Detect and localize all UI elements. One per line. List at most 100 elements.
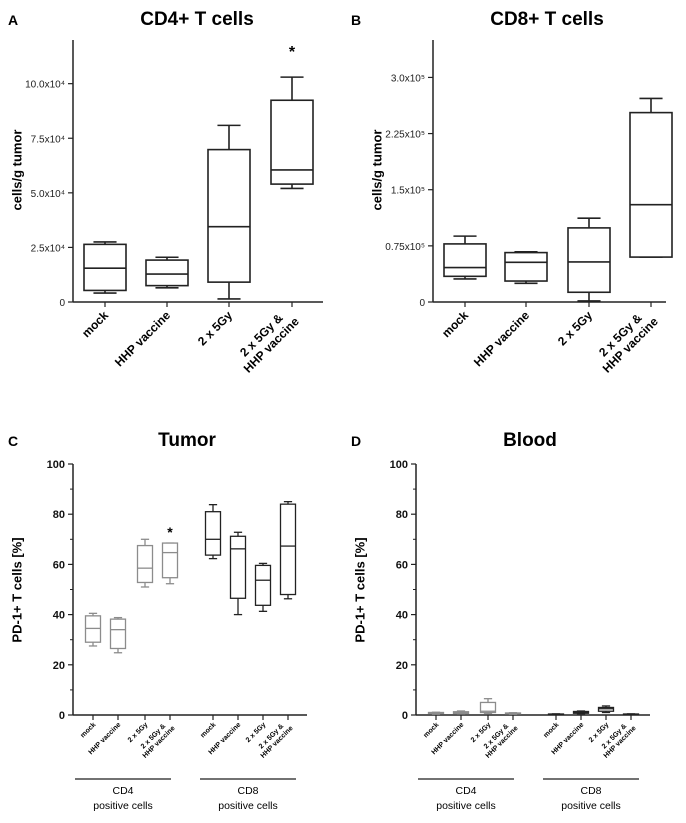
box-3: 2 x 5Gy [195, 124, 251, 348]
box-iqr [109, 618, 127, 650]
x-tick-label: mock [200, 721, 218, 739]
x-tick-label-line: 2 x 5Gy [555, 308, 595, 348]
box-1: mock [80, 612, 102, 739]
x-tick-label: mock [80, 721, 98, 739]
group-label-sub: positive cells [561, 800, 621, 812]
y-tick-label: 10.0x10⁴ [25, 80, 65, 91]
x-tick-label: mock [543, 721, 561, 739]
box-1: mock [423, 711, 445, 739]
x-tick-label-line: mock [79, 308, 111, 340]
chart-title: Tumor [158, 430, 216, 451]
y-tick-label: 60 [53, 559, 65, 571]
y-tick-label: 40 [396, 610, 408, 622]
x-tick-label-line: HHP vaccine [112, 308, 173, 369]
panel-label: C [8, 433, 18, 449]
y-tick-label: 40 [53, 610, 65, 622]
panel-label: B [351, 12, 361, 28]
box-1: mock [79, 241, 127, 340]
group-label: CD8 [237, 785, 258, 797]
box-7: 2 x 5Gy [245, 562, 272, 744]
box-8: 2 x 5Gy &HHP vaccine [601, 713, 640, 760]
x-tick-label: HHP vaccine [112, 308, 173, 369]
group-label-sub: positive cells [218, 800, 278, 812]
box-iqr [279, 503, 297, 596]
group-label: CD8 [580, 785, 601, 797]
y-tick-label: 3.0x10⁵ [391, 73, 425, 84]
y-tick-label: 0 [419, 298, 425, 309]
y-tick-label: 0 [59, 710, 65, 722]
x-tick-label: 2 x 5Gy &HHP vaccine [590, 304, 661, 375]
box-iqr [207, 148, 251, 283]
significance-star: * [289, 44, 296, 61]
y-tick-label: 7.5x10⁴ [31, 134, 65, 145]
panel-A: A CD4+ T cells cells/g tumor 0 2.5x10⁴ 5.0x10… [8, 9, 323, 376]
box-3: 2 x 5Gy [127, 538, 154, 744]
y-axis-label: PD-1+ T cells [%] [352, 537, 367, 642]
chart-title: CD8+ T cells [490, 9, 604, 30]
y-tick-label: 0 [59, 298, 65, 309]
group-label: CD4 [455, 785, 476, 797]
y-tick-label: 0.75x10⁵ [385, 242, 425, 253]
y-tick-label: 20 [53, 660, 65, 672]
x-tick-label-line: mock [200, 721, 218, 739]
box-iqr [136, 544, 154, 584]
x-tick-label: mock [439, 308, 471, 340]
box-5: mock [543, 713, 565, 739]
y-tick-label: 0 [402, 710, 408, 722]
box-iqr [504, 251, 548, 282]
x-tick-label-line: mock [80, 721, 98, 739]
group-label: CD4 [112, 785, 133, 797]
panel-B: B CD8+ T cells cells/g tumor 0 0.75x10⁵ 1.5x1… [351, 9, 673, 376]
box-5: mock [200, 504, 222, 739]
x-tick-label-line: 2 x 5Gy [195, 308, 235, 348]
panel-label: A [8, 12, 18, 28]
y-tick-label: 20 [396, 660, 408, 672]
x-tick-label: mock [423, 721, 441, 739]
group-label-sub: positive cells [436, 800, 496, 812]
y-axis-label: PD-1+ T cells [%] [9, 537, 24, 642]
box-iqr [204, 511, 222, 556]
box-iqr [567, 227, 611, 294]
box-iqr [270, 99, 314, 185]
x-tick-label: mock [79, 308, 111, 340]
y-tick-label: 2.5x10⁴ [31, 243, 65, 254]
y-axis-label: cells/g tumor [369, 130, 384, 211]
box-iqr [145, 259, 189, 287]
x-tick-label: 2 x 5Gy [195, 308, 235, 348]
x-tick-label-line: mock [543, 721, 561, 739]
panel-label: D [351, 433, 361, 449]
box-iqr [443, 243, 487, 278]
group-label-sub: positive cells [93, 800, 153, 812]
box-iqr [229, 535, 247, 599]
chart-title: Blood [503, 430, 557, 451]
box-8: 2 x 5Gy &HHP vaccine [258, 500, 297, 760]
y-tick-label: 80 [53, 509, 65, 521]
significance-star: * [167, 524, 173, 540]
y-axis-label: cells/g tumor [9, 130, 24, 211]
x-tick-label-line: mock [423, 721, 441, 739]
x-tick-label-line: mock [439, 308, 471, 340]
box-iqr [629, 111, 673, 258]
y-tick-label: 100 [390, 459, 408, 471]
y-tick-label: 100 [47, 459, 65, 471]
box-1: mock [439, 235, 487, 340]
chart-title: CD4+ T cells [140, 9, 254, 30]
box-iqr [479, 701, 497, 714]
y-tick-label: 5.0x10⁴ [31, 189, 65, 200]
x-tick-label: 2 x 5Gy &HHP vaccine [231, 304, 302, 375]
box-3: 2 x 5Gy [555, 217, 611, 348]
y-tick-label: 60 [396, 559, 408, 571]
box-iqr [161, 542, 179, 579]
box-iqr [254, 564, 272, 606]
box-4: 2 x 5Gy &HHP vaccine [483, 712, 522, 760]
y-tick-label: 80 [396, 509, 408, 521]
x-tick-label: HHP vaccine [471, 308, 532, 369]
x-tick-label: 2 x 5Gy [555, 308, 595, 348]
y-tick-label: 2.25x10⁵ [385, 130, 425, 141]
x-tick-label-line: HHP vaccine [471, 308, 532, 369]
y-tick-label: 1.5x10⁵ [391, 186, 425, 197]
